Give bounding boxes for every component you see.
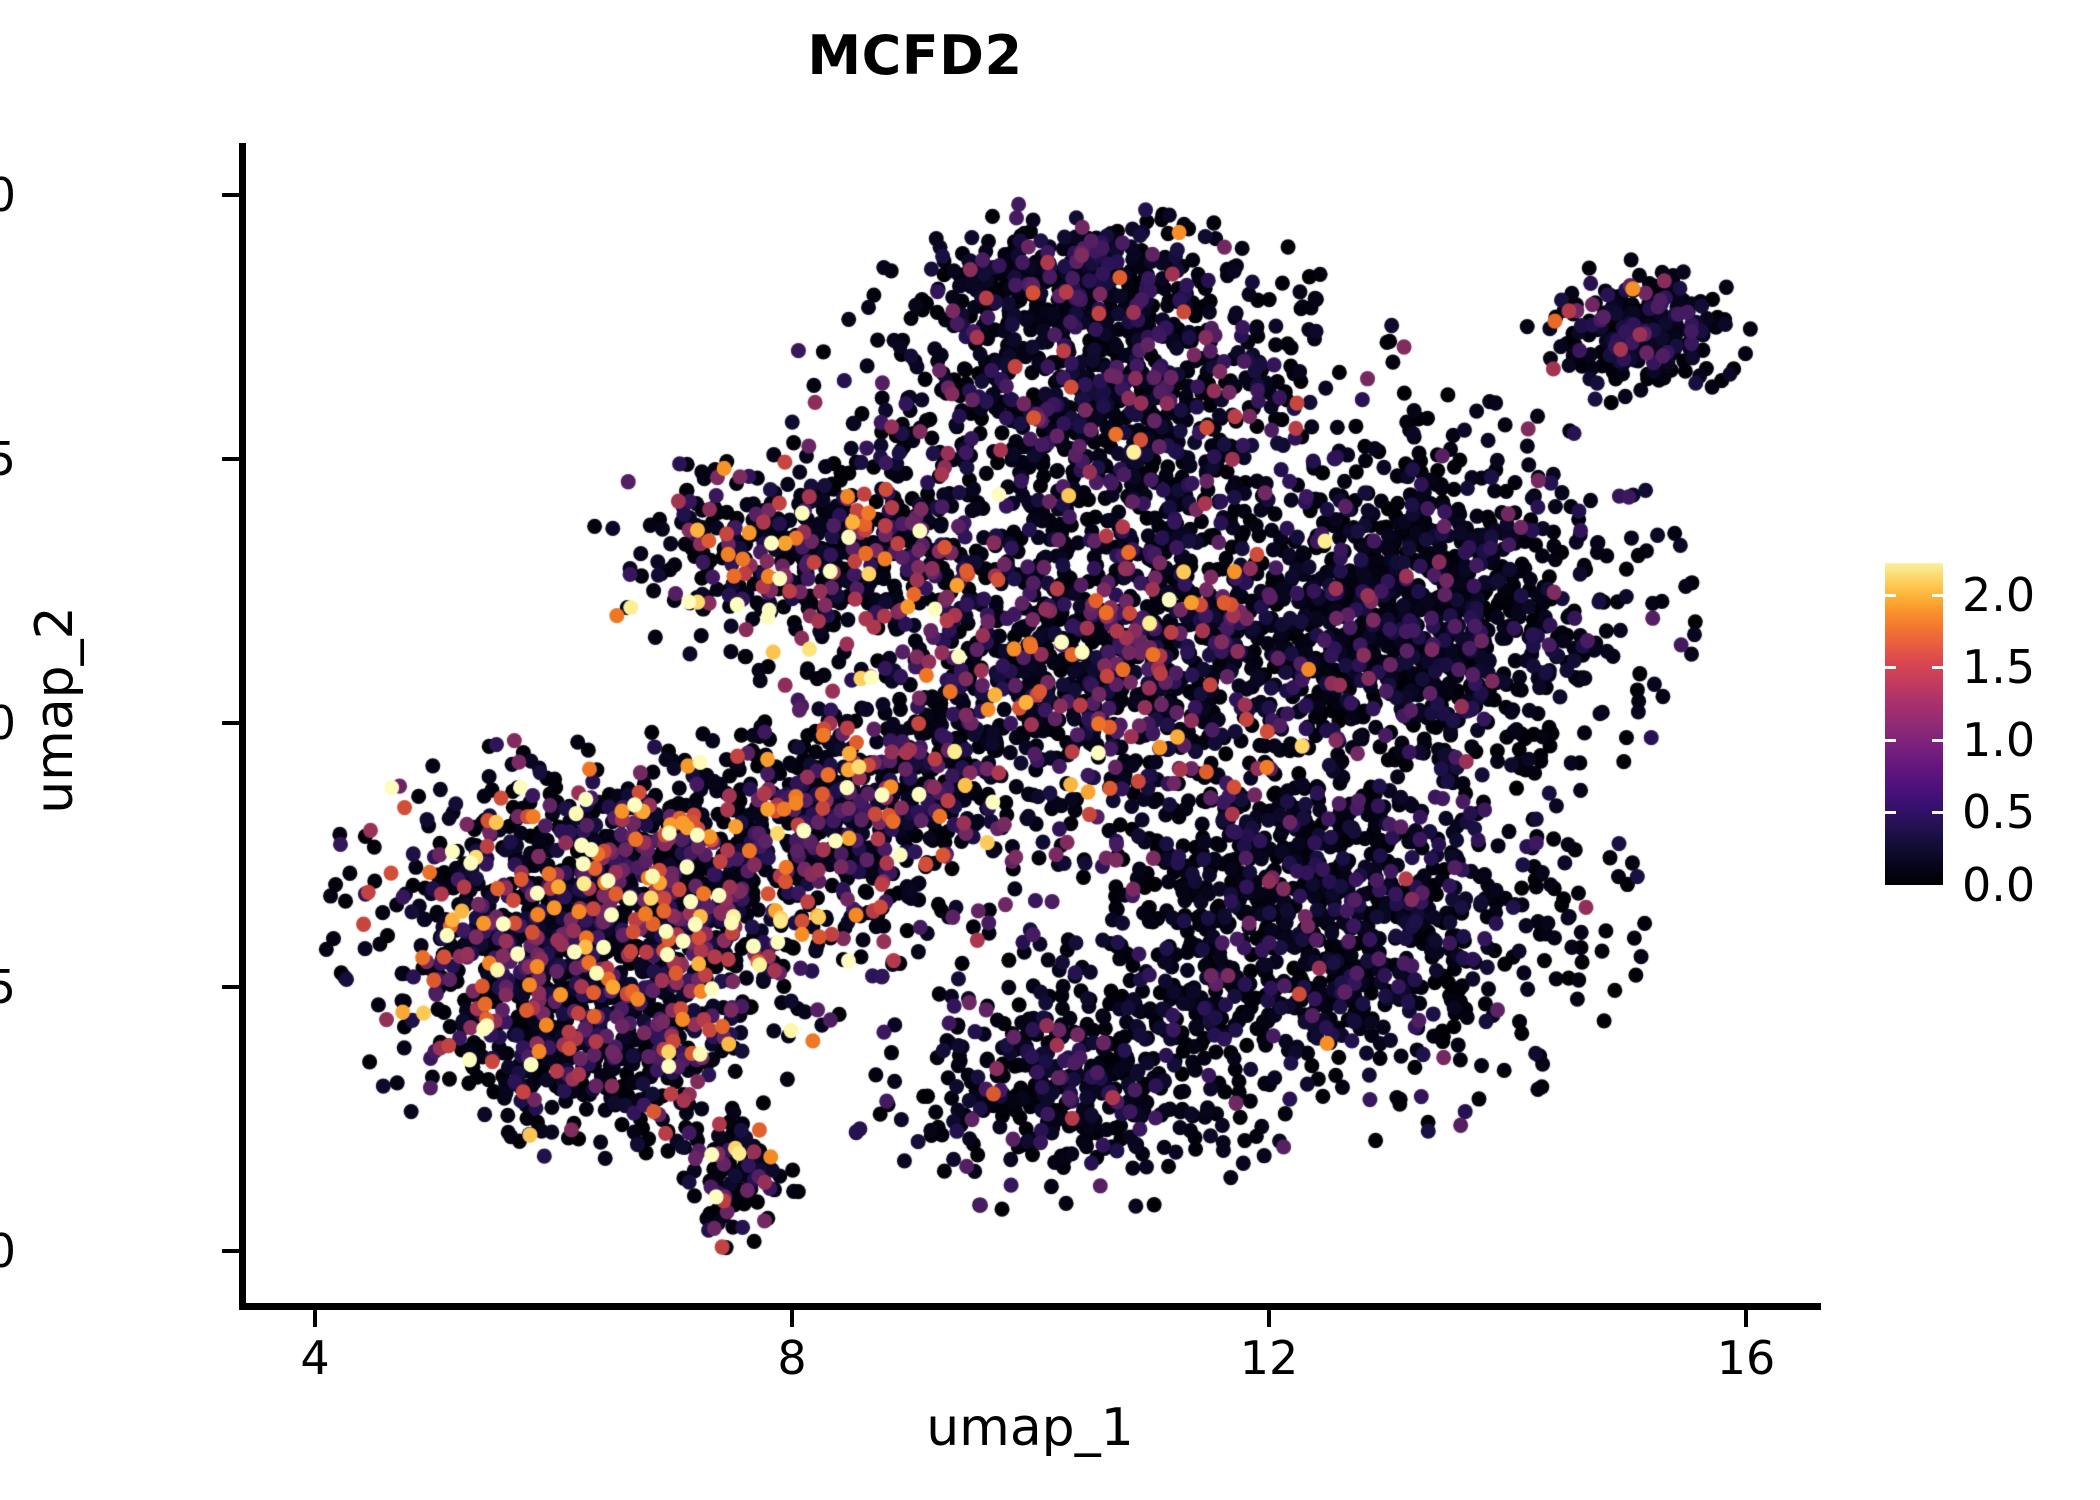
colorbar-tick-mark	[1932, 811, 1943, 815]
x-tick-label: 8	[777, 1331, 807, 1385]
x-tick-label: 4	[300, 1331, 330, 1385]
x-tick-label: 12	[1239, 1331, 1299, 1385]
y-tick-label: 5.0	[0, 168, 16, 222]
colorbar-tick-mark	[1885, 738, 1896, 742]
x-tick-mark	[1744, 1310, 1748, 1327]
y-tick-mark	[222, 985, 239, 989]
y-tick-mark	[222, 1249, 239, 1253]
colorbar	[1885, 563, 1943, 885]
y-axis-label: umap_2	[25, 606, 85, 814]
y-tick-mark	[222, 193, 239, 197]
y-axis-spine	[239, 143, 246, 1310]
colorbar-tick-label: 1.0	[1962, 712, 2036, 767]
y-tick-mark	[222, 457, 239, 461]
x-axis-spine	[239, 1303, 1821, 1310]
y-tick-mark	[222, 721, 239, 725]
colorbar-tick-label: 2.0	[1962, 567, 2036, 622]
x-tick-mark	[790, 1310, 794, 1327]
y-tick-label: 2.5	[0, 432, 16, 486]
x-axis-label: umap_1	[926, 1398, 1134, 1458]
y-tick-label: 0.0	[0, 696, 16, 750]
colorbar-tick-mark	[1885, 593, 1896, 597]
colorbar-tick-label: 0.0	[1962, 858, 2036, 912]
x-tick-label: 16	[1716, 1331, 1776, 1385]
colorbar-tick-mark	[1932, 738, 1943, 742]
colorbar-tick-mark	[1885, 666, 1896, 670]
x-tick-mark	[313, 1310, 317, 1327]
colorbar-tick-mark	[1932, 666, 1943, 670]
y-tick-label: -2.5	[0, 960, 16, 1014]
x-tick-mark	[1267, 1310, 1271, 1327]
colorbar-tick-mark	[1932, 593, 1943, 597]
colorbar-tick-mark	[1885, 811, 1896, 815]
colorbar-tick-label: 0.5	[1962, 785, 2036, 840]
colorbar-tick-label: 1.5	[1962, 640, 2036, 695]
y-tick-label: -5.0	[0, 1224, 16, 1278]
